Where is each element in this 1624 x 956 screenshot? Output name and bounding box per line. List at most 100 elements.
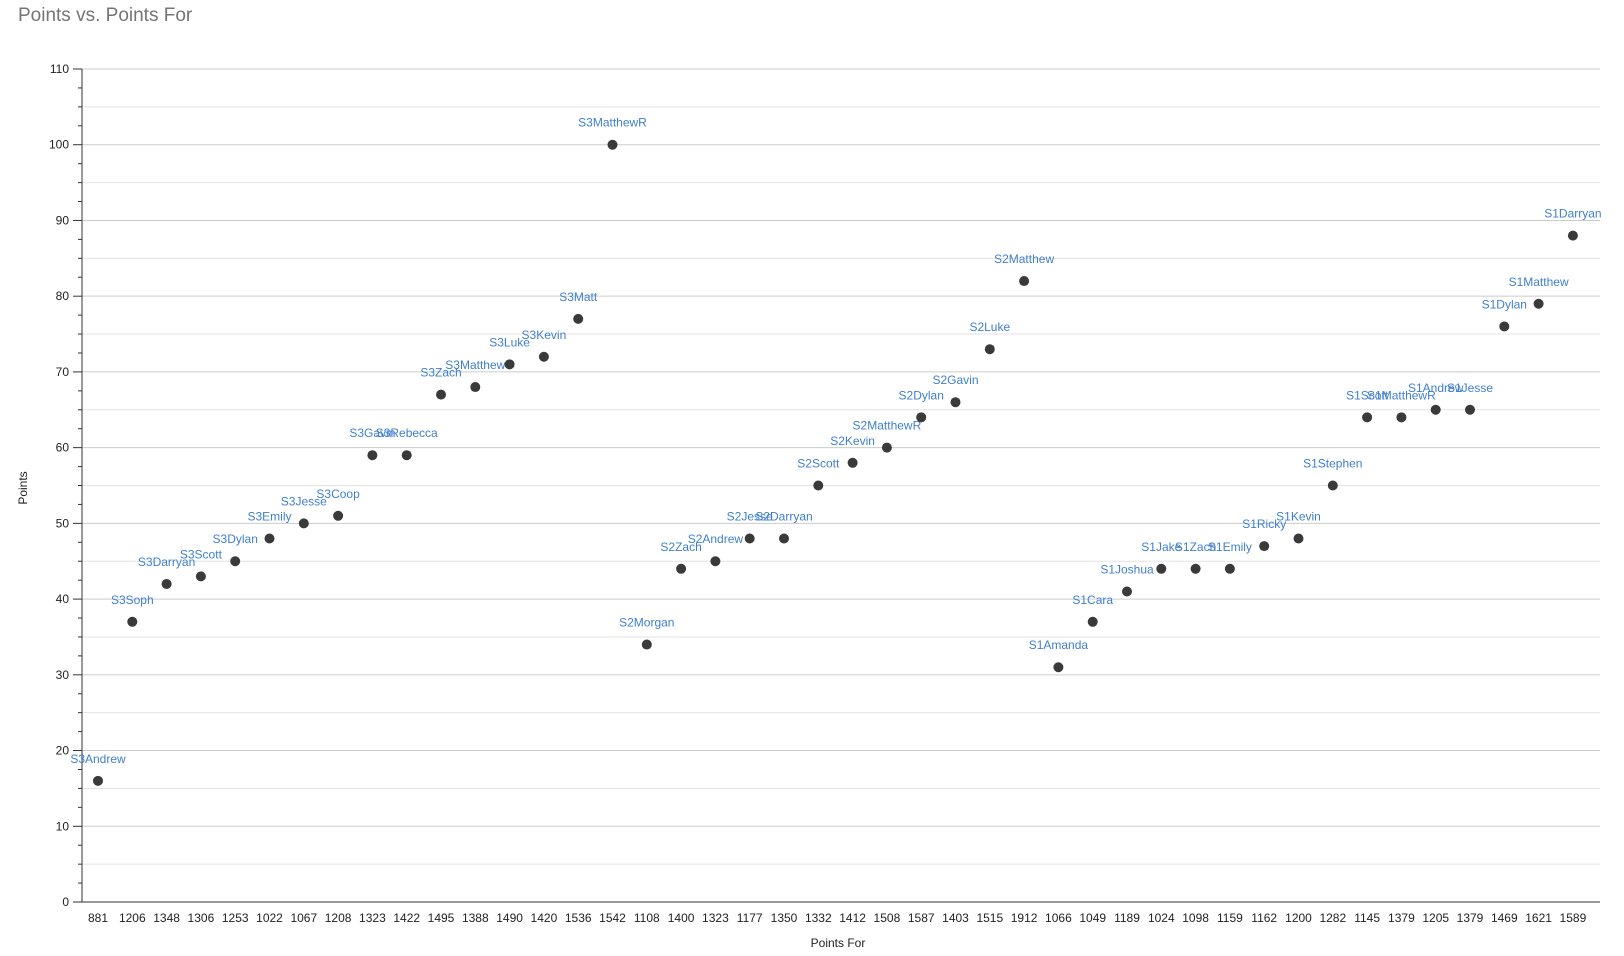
point-label: S2Dylan <box>899 388 944 402</box>
x-tick-label: 1200 <box>1285 911 1312 925</box>
point-label: S3Andrew <box>70 752 126 766</box>
point-label: S2Zach <box>660 540 701 554</box>
point-label: S3Jesse <box>281 494 327 508</box>
data-point <box>93 775 103 786</box>
x-tick-label: 1379 <box>1457 911 1484 925</box>
data-point <box>1430 404 1441 415</box>
x-tick-label: 1400 <box>668 911 695 925</box>
point-label: S1Jake <box>1141 540 1181 554</box>
data-point <box>676 563 687 574</box>
y-tick-label: 20 <box>56 744 70 758</box>
x-tick-label: 1208 <box>325 911 352 925</box>
data-point <box>127 616 138 627</box>
data-point <box>436 389 446 400</box>
y-tick-label: 110 <box>50 62 69 76</box>
data-point <box>607 139 618 150</box>
data-point <box>1499 321 1510 332</box>
y-tick-label: 50 <box>56 516 70 530</box>
x-tick-label: 1145 <box>1354 911 1380 925</box>
data-point <box>195 571 206 582</box>
data-point <box>984 344 995 355</box>
data-point <box>641 639 652 650</box>
data-point <box>779 533 789 544</box>
point-label: S1Jesse <box>1447 381 1493 395</box>
x-tick-label: 1912 <box>1011 911 1038 925</box>
data-point <box>1533 298 1544 309</box>
x-tick-label: 1350 <box>771 911 798 925</box>
point-label: S3Soph <box>111 593 154 607</box>
point-label: S1Cara <box>1072 593 1113 607</box>
y-tick-label: 90 <box>56 213 70 227</box>
point-label: S1Dylan <box>1482 297 1527 311</box>
point-label: S2Darryan <box>755 510 812 524</box>
x-tick-label: 1587 <box>908 911 935 925</box>
chart-title: Points vs. Points For <box>18 5 193 26</box>
x-tick-label: 1323 <box>359 911 386 925</box>
data-point <box>230 556 241 567</box>
data-point <box>401 450 412 461</box>
data-point <box>744 533 755 544</box>
x-tick-label: 1205 <box>1422 911 1449 925</box>
axes: 0 10 20 30 40 50 60 70 80 90 100 110 881 1206 1348 1306… <box>49 62 1600 925</box>
x-tick-label: 1422 <box>393 911 420 925</box>
data-point <box>950 397 961 408</box>
y-tick-label: 100 <box>49 138 69 152</box>
x-tick-label: 1332 <box>805 911 832 925</box>
x-tick-label: 1253 <box>222 911 249 925</box>
data-point <box>161 578 172 589</box>
x-axis-title: Points For <box>811 936 866 950</box>
x-tick-label: 1049 <box>1079 911 1106 925</box>
point-label: S3Coop <box>316 487 360 501</box>
point-label: S1Kevin <box>1276 510 1321 524</box>
point-label: S3Dylan <box>213 532 258 546</box>
point-label: S2Morgan <box>619 616 674 630</box>
x-tick-label: 1206 <box>119 911 146 925</box>
x-tick-label: 1282 <box>1319 911 1346 925</box>
point-label: S3Luke <box>489 335 530 349</box>
x-tick-label: 1495 <box>428 911 455 925</box>
x-tick-label: 1536 <box>565 911 592 925</box>
data-point <box>847 457 858 468</box>
point-label: S2Kevin <box>830 434 875 448</box>
x-tick-label: 1403 <box>942 911 969 925</box>
point-label: S3Darryan <box>138 555 195 569</box>
data-point <box>1087 616 1098 627</box>
x-tick-label: 1024 <box>1148 911 1175 925</box>
data-point <box>1122 586 1132 597</box>
point-label: S2Matthew <box>994 252 1054 266</box>
point-label: S3Kevin <box>522 328 567 342</box>
data-point <box>1465 404 1475 415</box>
data-point <box>573 313 584 324</box>
x-tick-label: 1420 <box>531 911 558 925</box>
data-point <box>538 351 549 362</box>
x-tick-label: 881 <box>88 911 108 925</box>
y-tick-label: 70 <box>56 365 70 379</box>
data-point <box>504 359 515 370</box>
point-label: S2MatthewR <box>853 419 922 433</box>
data-point <box>1053 662 1064 673</box>
x-tick-label: 1066 <box>1045 911 1072 925</box>
point-label: S2Jesse <box>727 510 773 524</box>
data-point <box>1396 412 1407 423</box>
data-point <box>1293 533 1304 544</box>
x-tick-label: 1379 <box>1388 911 1415 925</box>
data-point <box>264 533 275 544</box>
x-tick-label: 1189 <box>1114 911 1140 925</box>
data-point <box>367 450 378 461</box>
data-point <box>1567 230 1578 241</box>
point-label: S1Joshua <box>1100 563 1154 577</box>
data-point <box>1224 563 1235 574</box>
point-label: S2Andrew <box>688 532 744 546</box>
point-label: S1Matthew <box>1509 275 1569 289</box>
point-label: S1Ricky <box>1242 517 1286 531</box>
data-point <box>710 556 721 567</box>
data-point <box>1190 563 1201 574</box>
point-label: S1Stephen <box>1303 457 1362 471</box>
point-label: S2Gavin <box>932 373 978 387</box>
y-tick-label: 0 <box>62 895 69 909</box>
point-label: S3MatthewR <box>578 116 647 130</box>
data-point <box>813 480 824 491</box>
point-label: S1Emily <box>1208 540 1252 554</box>
data-point <box>298 518 309 529</box>
